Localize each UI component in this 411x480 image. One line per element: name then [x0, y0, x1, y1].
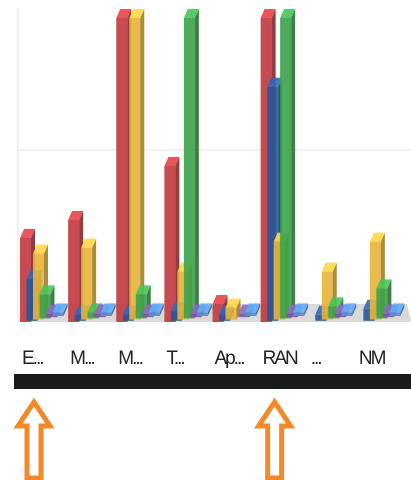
bars [20, 9, 405, 322]
annotations [13, 397, 296, 480]
bar [196, 303, 212, 316]
bar [389, 303, 405, 316]
bar [245, 303, 260, 316]
x-tick-label: M... [118, 348, 142, 369]
x-tick-label: ... [311, 348, 322, 369]
bar [183, 9, 199, 319]
bar [68, 211, 84, 322]
bar [293, 303, 309, 316]
bar [81, 238, 97, 320]
bar [52, 303, 68, 316]
x-tick-label: Ap... [215, 348, 245, 369]
bar [116, 9, 132, 322]
bar [100, 303, 116, 316]
x-tick-label: M... [70, 348, 94, 369]
x-tick-label: NM [359, 348, 386, 369]
arrow-up-icon [253, 397, 296, 480]
bar [280, 9, 296, 319]
bar [341, 303, 357, 316]
x-tick-label: T... [166, 348, 184, 369]
arrow-up-icon [13, 397, 55, 480]
tick-labels: E... M... M... T... Ap... RAN... NM [22, 348, 388, 369]
bar [164, 157, 180, 322]
x-tick-label: E... [22, 348, 43, 369]
bar [129, 9, 145, 320]
bar [148, 303, 164, 316]
bar [225, 298, 241, 320]
x-axis-bar [14, 374, 411, 389]
x-tick-label: RAN [263, 348, 298, 369]
